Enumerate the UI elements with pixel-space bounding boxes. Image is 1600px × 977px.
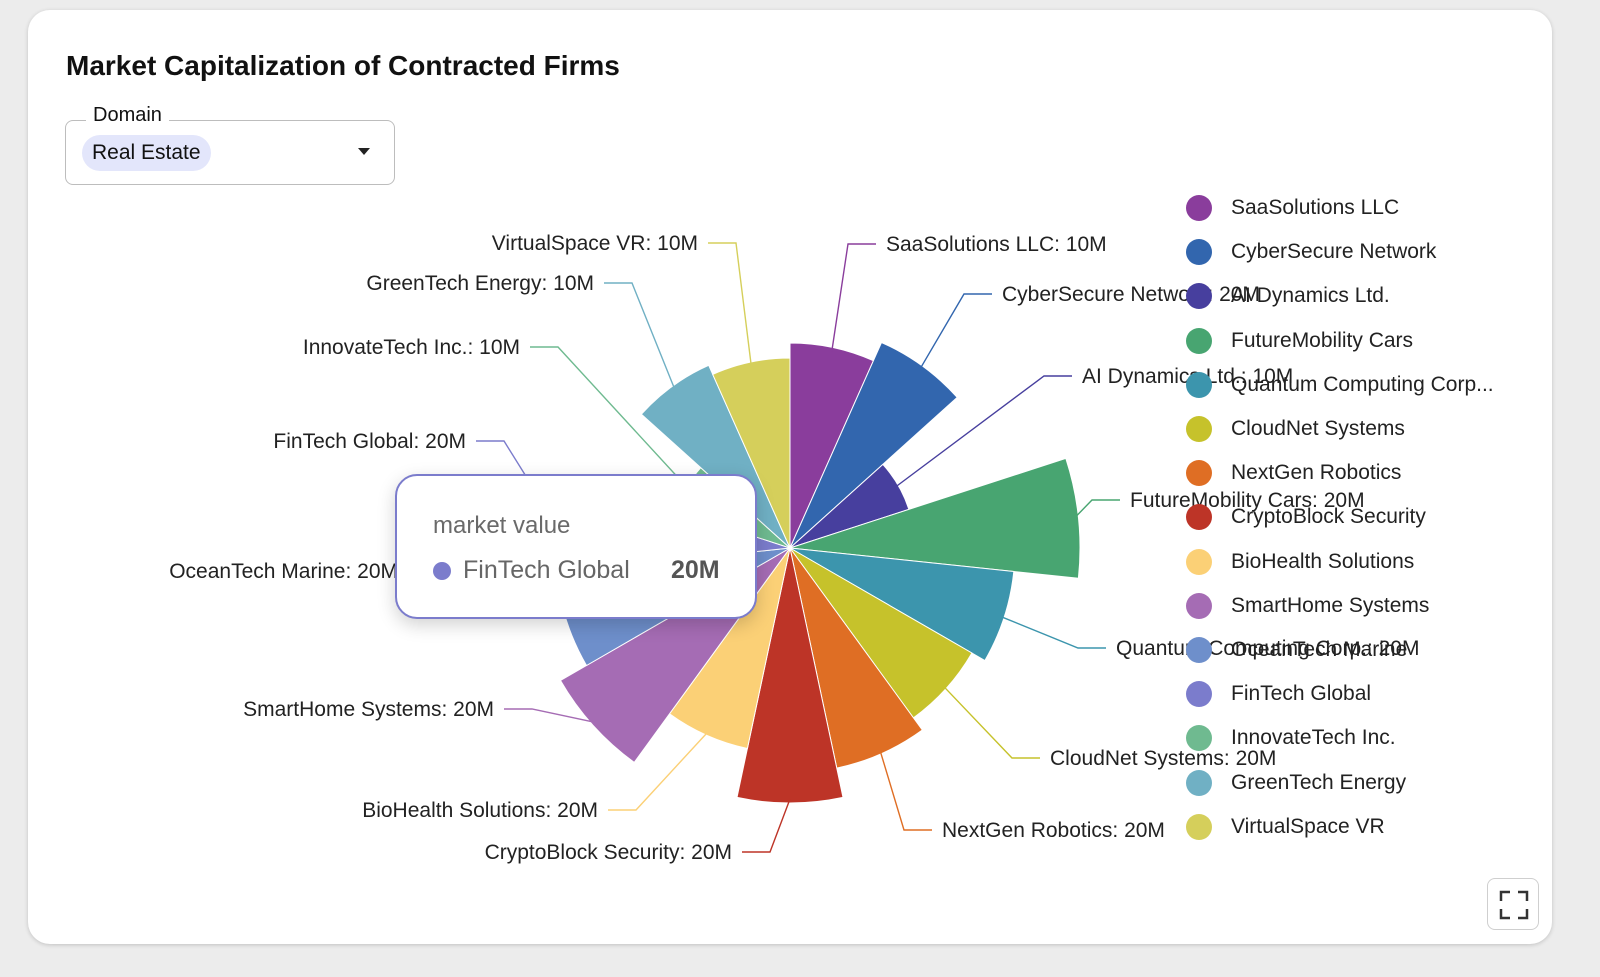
slice-label: InnovateTech Inc.: 10M (303, 336, 520, 359)
legend-dot (1186, 283, 1212, 310)
slice-label: FutureMobility Cars: 20M (1130, 489, 1365, 512)
legend-label: FutureMobility Cars (1231, 328, 1414, 352)
domain-select[interactable] (65, 120, 395, 185)
slice-label: CryptoBlock Security: 20M (485, 841, 732, 864)
leader-line (530, 346, 691, 491)
legend-label: BioHealth Solutions (1231, 549, 1415, 573)
legend-dot (1186, 460, 1212, 487)
domain-select-label: Domain (86, 104, 169, 127)
legend-dot (1186, 637, 1212, 663)
legend-dot (1186, 327, 1212, 354)
slice-label: CloudNet Systems: 20M (1050, 747, 1276, 770)
tooltip-value: 20M (671, 556, 720, 584)
leader-line (504, 708, 597, 724)
leader-line (879, 749, 932, 831)
slice-label: OceanTech Marine: 20M (169, 560, 398, 583)
leader-line (1073, 499, 1120, 519)
slice-label: GreenTech Energy: 10M (366, 272, 594, 295)
domain-chip[interactable]: Real Estate (82, 135, 211, 171)
legend-dot (1186, 195, 1212, 221)
legend-label: CyberSecure Network (1231, 240, 1437, 264)
leader-line (919, 293, 992, 370)
slice-label: VirtualSpace VR: 10M (492, 232, 698, 255)
legend-label: CloudNet Systems (1231, 417, 1405, 440)
fullscreen-icon (1499, 890, 1529, 920)
legend-label: SaaSolutions LLC (1231, 196, 1400, 219)
legend-label: CryptoBlock Security (1231, 505, 1426, 529)
slice-label: CyberSecure Network: 20M (1002, 283, 1260, 306)
dropdown-caret-icon[interactable] (358, 148, 370, 155)
rose-slice (736, 547, 844, 804)
tooltip-title: market value (433, 512, 571, 539)
legend-label: VirtualSpace VR (1231, 814, 1385, 838)
chart-tooltip: market value FinTech Global 20M (395, 474, 757, 619)
legend-dot (1186, 548, 1212, 575)
leader-line (942, 685, 1040, 759)
legend-label: InnovateTech Inc. (1231, 726, 1396, 750)
legend-label: FinTech Global (1231, 682, 1372, 706)
chart-title: Market Capitalization of Contracted Firm… (66, 50, 620, 81)
legend-dot (1186, 725, 1212, 752)
slice-label: BioHealth Solutions: 20M (362, 799, 598, 822)
tooltip-name: FinTech Global (463, 556, 630, 584)
leader-line (831, 243, 876, 352)
legend-label: Quantum Computing Corp... (1231, 372, 1494, 396)
legend-label: AI Dynamics Ltd. (1231, 284, 1390, 308)
legend-dot (1186, 504, 1212, 531)
legend-label: OceanTech Marine (1231, 638, 1408, 661)
legend-dot (1186, 416, 1212, 442)
rose-slice (789, 457, 1081, 579)
fullscreen-button[interactable] (1487, 878, 1539, 930)
slice-label: NextGen Robotics: 20M (942, 819, 1165, 842)
legend-label: GreenTech Energy (1231, 770, 1407, 794)
slice-label: SmartHome Systems: 20M (243, 698, 494, 721)
leader-line (604, 282, 676, 390)
leader-line (999, 615, 1106, 649)
tooltip-series-dot (433, 562, 451, 580)
leader-line (894, 375, 1072, 489)
leader-line (708, 242, 752, 367)
legend-dot (1186, 239, 1212, 266)
legend-dot (1186, 371, 1212, 398)
legend-dot (1186, 681, 1212, 708)
legend-label: NextGen Robotics (1231, 461, 1402, 485)
slice-label: SaaSolutions LLC: 10M (886, 233, 1107, 256)
leader-line (608, 731, 709, 811)
legend-dot (1186, 813, 1212, 840)
legend-label: SmartHome Systems (1231, 593, 1430, 617)
leader-line (742, 798, 791, 853)
slice-label: FinTech Global: 20M (273, 430, 466, 453)
legend-dot (1186, 769, 1212, 796)
legend-dot (1186, 592, 1212, 619)
